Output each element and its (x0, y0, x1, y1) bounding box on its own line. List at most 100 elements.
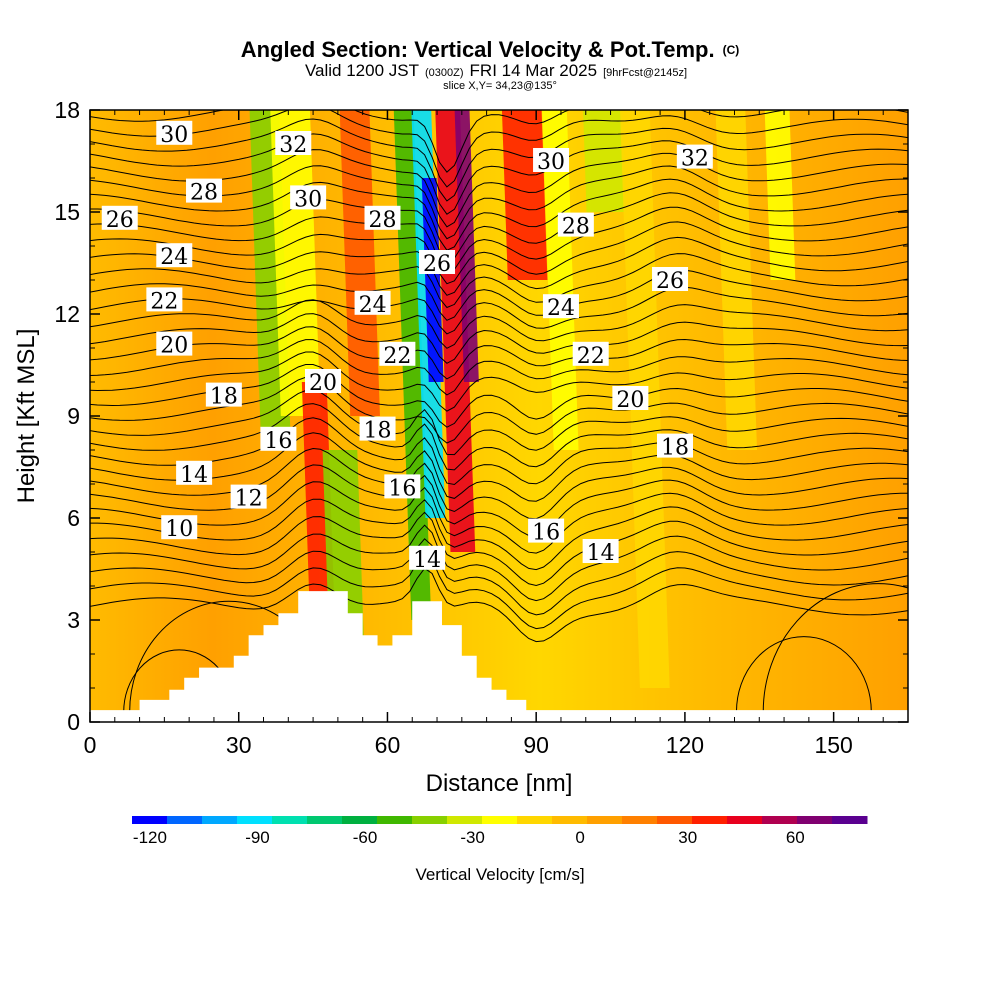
contour-label: 14 (582, 539, 619, 566)
contour-label: 24 (354, 290, 391, 318)
contour-label: 14 (409, 545, 446, 573)
x-axis-label: Distance [nm] (426, 770, 573, 797)
contour-label-text: 18 (210, 385, 238, 410)
theta-contour-line (90, 447, 908, 520)
contour-label: 20 (305, 369, 342, 396)
contour-label-text: 16 (532, 521, 560, 546)
x-tick-label: 30 (226, 732, 252, 758)
contour-label: 28 (186, 178, 223, 206)
colorbar-swatch (167, 816, 203, 824)
theta-contour-line (90, 524, 908, 602)
colorbar-swatch (132, 816, 168, 824)
contour-label: 18 (359, 416, 396, 444)
contour-label-box (101, 205, 138, 230)
contour-label-box (205, 382, 242, 407)
contour-label-box (572, 341, 609, 366)
theta-contour-line (90, 351, 908, 412)
theta-contour-line (90, 206, 908, 274)
colorbar-swatch (552, 816, 588, 824)
contour-label-box (364, 205, 401, 230)
contour-label-text: 32 (681, 147, 709, 172)
colorbar-tick-label: 0 (575, 828, 584, 847)
contour-label-text: 30 (294, 187, 322, 212)
colorbar-swatch (447, 816, 483, 824)
contour-label-box (156, 243, 193, 268)
velocity-band (435, 110, 476, 552)
theta-contour-line (90, 498, 908, 571)
theta-contour-line (90, 286, 908, 335)
x-tick-label: 0 (84, 732, 97, 758)
y-tick-label: 3 (67, 607, 80, 633)
theta-contour-line (90, 326, 908, 380)
theta-contour-line (90, 552, 908, 630)
contour-label-box (359, 416, 396, 441)
contour-label-text: 10 (165, 517, 193, 542)
contour-label-text: 16 (388, 476, 416, 501)
contour-label-text: 20 (616, 388, 644, 413)
contour-label: 30 (533, 148, 570, 175)
x-tick-label: 150 (814, 732, 852, 758)
contour-label: 28 (557, 212, 594, 240)
contour-label: 26 (652, 267, 689, 294)
contour-label-box (156, 331, 193, 356)
contour-label-box (419, 250, 456, 274)
colorbar-swatch (412, 816, 448, 824)
velocity-band (583, 110, 627, 212)
y-tick-label: 12 (54, 301, 80, 327)
velocity-field (249, 110, 796, 688)
theta-contour-line (90, 313, 908, 364)
contour-label-text: 28 (562, 215, 590, 240)
theta-contour-line (90, 403, 908, 471)
contour-label: 32 (275, 131, 312, 158)
theta-contour-line (90, 464, 908, 537)
chart-title: Angled Section: Vertical Velocity & Pot.… (241, 37, 740, 62)
contour-label-box (354, 290, 391, 315)
colorbar-tick-label: 30 (678, 828, 697, 847)
colorbar: -120 -90 -60 -30 0 30 60 (132, 816, 868, 847)
theta-contour-line (90, 299, 908, 349)
theta-contour-line (90, 110, 908, 173)
colorbar-label: Vertical Velocity [cm/s] (415, 865, 584, 884)
contour-label-box (186, 178, 223, 203)
contour-label: 10 (161, 515, 198, 542)
velocity-band (501, 110, 548, 280)
y-tick-label: 0 (67, 709, 80, 735)
theta-contour-line (90, 481, 908, 554)
theta-contour-line (90, 178, 908, 251)
contour-label-box (528, 518, 565, 543)
contour-label: 20 (156, 331, 193, 359)
x-axis: 0 30 60 90 120 150 (84, 110, 884, 758)
colorbar-tick-label: 60 (786, 828, 805, 847)
contour-label: 14 (176, 460, 213, 488)
contour-label-box (656, 433, 693, 458)
contour-label: 32 (676, 144, 713, 172)
x-tick-label: 120 (666, 732, 704, 758)
contour-label-box (533, 148, 570, 172)
theta-contour-line (90, 221, 908, 285)
y-tick-label: 18 (54, 97, 80, 123)
contour-label-box (409, 545, 446, 570)
colorbar-tick-label: -90 (245, 828, 270, 847)
colorbar-swatch (272, 816, 308, 824)
contour-label-text: 26 (106, 208, 134, 233)
contour-label-text: 14 (587, 541, 615, 566)
contour-label: 22 (146, 287, 183, 314)
contour-label-text: 28 (190, 181, 218, 206)
theta-contour-line (90, 118, 908, 202)
contour-label-text: 18 (661, 436, 689, 461)
contour-label: 16 (260, 426, 297, 454)
contour-label-box (176, 460, 213, 485)
contour-label-text: 26 (423, 252, 451, 277)
contour-label: 16 (384, 474, 421, 501)
theta-contour-line (90, 567, 908, 643)
contour-label-box (612, 386, 649, 410)
contour-label-box (146, 287, 183, 312)
slice-label: slice X,Y= 34,23@135° (443, 80, 557, 92)
theta-contour-line (90, 192, 908, 262)
contour-label-text: 12 (235, 487, 263, 512)
contour-label-box (557, 212, 594, 237)
velocity-band (421, 178, 444, 382)
